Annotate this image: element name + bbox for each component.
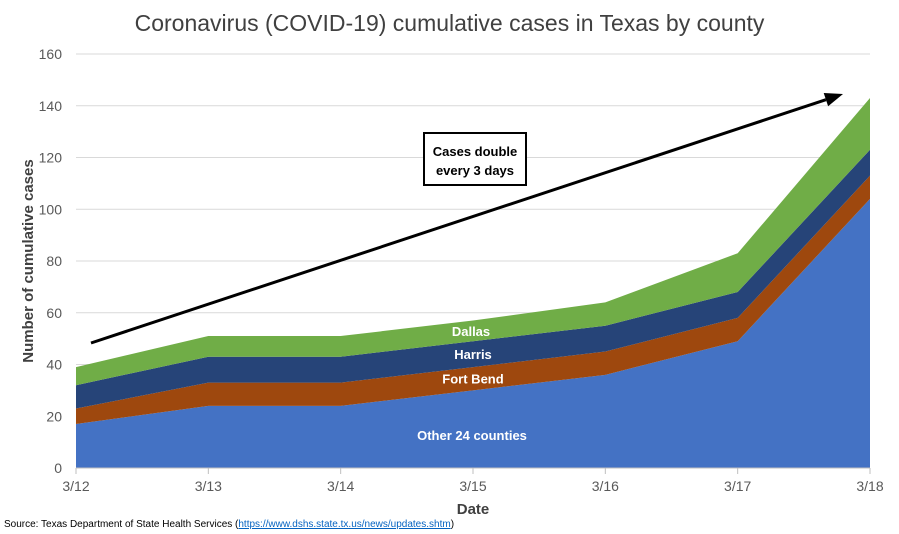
series-label: Fort Bend (442, 372, 503, 387)
x-tick-label: 3/18 (856, 478, 883, 494)
y-tick-label: 160 (39, 46, 63, 62)
source-suffix: ) (450, 519, 455, 530)
annotation-box (423, 132, 527, 186)
annotation-line-2: every 3 days (436, 163, 514, 178)
chart-title: Coronavirus (COVID-19) cumulative cases … (134, 10, 765, 36)
y-tick-label: 80 (46, 253, 62, 269)
source-note: Source: Texas Department of State Health… (4, 519, 454, 530)
area-series-fort-bend (76, 175, 870, 425)
series-label: Dallas (452, 324, 490, 339)
area-series-harris (76, 149, 870, 409)
y-tick-label: 20 (46, 408, 62, 424)
trend-arrow-line (90, 98, 827, 345)
x-tick-label: 3/17 (724, 478, 751, 494)
annotation-line-1: Cases double (433, 144, 518, 159)
x-axis-title: Date (457, 501, 490, 518)
series-label: Other 24 counties (417, 428, 527, 443)
y-tick-label: 60 (46, 305, 62, 321)
x-tick-label: 3/12 (62, 478, 89, 494)
trend-arrow-head (823, 93, 843, 107)
x-tick-label: 3/13 (195, 478, 222, 494)
x-tick-label: 3/16 (592, 478, 619, 494)
y-tick-label: 40 (46, 357, 62, 373)
source-link[interactable]: https://www.dshs.state.tx.us/news/update… (238, 519, 451, 530)
series-label: Harris (454, 347, 492, 362)
y-tick-label: 140 (39, 98, 63, 114)
y-tick-label: 120 (39, 150, 63, 166)
source-prefix: Source: Texas Department of State Health… (4, 519, 239, 530)
x-tick-label: 3/14 (327, 478, 354, 494)
y-tick-label: 0 (54, 460, 62, 476)
area-series-dallas (76, 97, 870, 386)
x-tick-label: 3/15 (459, 478, 486, 494)
y-axis-title: Number of cumulative cases (20, 159, 37, 362)
y-tick-label: 100 (39, 201, 63, 217)
area-series-other-24-counties (76, 198, 870, 468)
